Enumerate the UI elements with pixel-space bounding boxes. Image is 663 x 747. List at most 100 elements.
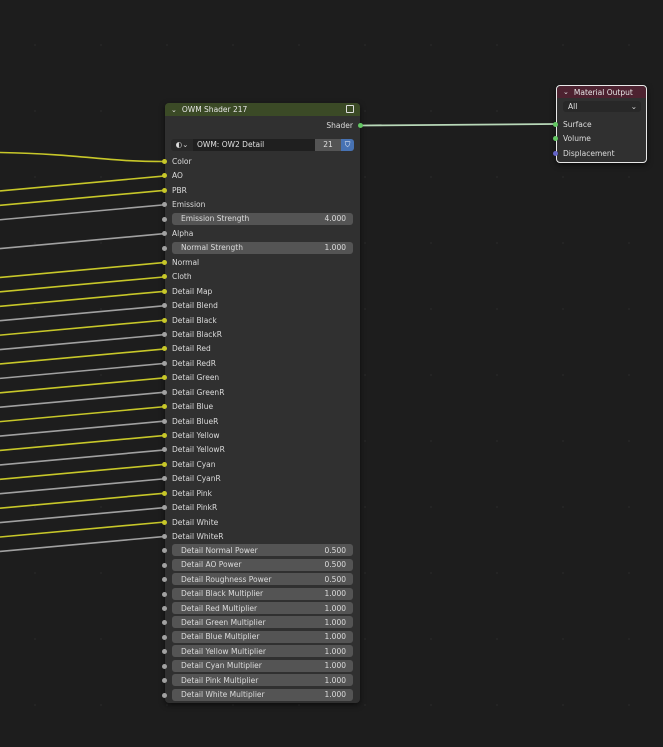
- input-label: Displacement: [563, 148, 615, 158]
- input-socket[interactable]: [162, 562, 167, 568]
- input-socket[interactable]: [162, 649, 167, 655]
- input-socket[interactable]: [162, 216, 167, 222]
- value-slider[interactable]: Detail Pink Multiplier 1.000: [172, 674, 353, 687]
- input-label: Detail CyanR: [172, 474, 221, 484]
- value-slider[interactable]: Detail Cyan Multiplier 1.000: [172, 659, 353, 672]
- target-dropdown[interactable]: All ⌄: [563, 101, 641, 112]
- input-socket[interactable]: [162, 620, 167, 626]
- node-title: OWM Shader 217: [181, 105, 248, 114]
- collapse-chevron-icon[interactable]: ⌄: [563, 88, 569, 96]
- input-row: Detail Yellow: [162, 429, 360, 442]
- input-socket[interactable]: [162, 404, 167, 410]
- field-label: Detail Normal Power: [181, 545, 258, 555]
- node-link: [0, 276, 166, 293]
- input-socket[interactable]: [162, 346, 167, 352]
- input-socket[interactable]: [553, 122, 558, 127]
- value-slider[interactable]: Detail Blue Multiplier 1.000: [172, 630, 353, 643]
- input-socket[interactable]: [162, 663, 167, 669]
- field-value: 1.000: [324, 603, 346, 613]
- field-label: Detail Roughness Power: [181, 574, 272, 584]
- input-socket[interactable]: [162, 187, 167, 193]
- input-row: Detail Roughness Power 0.500: [162, 573, 360, 586]
- value-slider[interactable]: Detail Green Multiplier 1.000: [172, 616, 353, 629]
- input-socket[interactable]: [162, 476, 167, 482]
- input-socket[interactable]: [162, 259, 167, 265]
- field-label: Detail White Multiplier: [181, 690, 265, 700]
- input-socket[interactable]: [162, 577, 167, 583]
- field-value: 1.000: [324, 690, 346, 700]
- value-slider[interactable]: Detail White Multiplier 1.000: [172, 688, 353, 701]
- input-socket[interactable]: [162, 490, 167, 496]
- value-slider[interactable]: Detail Red Multiplier 1.000: [172, 602, 353, 615]
- input-socket[interactable]: [162, 317, 167, 323]
- input-socket[interactable]: [162, 332, 167, 338]
- input-socket[interactable]: [162, 360, 167, 366]
- field-value: 4.000: [324, 214, 346, 224]
- node-group-selector[interactable]: ◐⌄ OWM: OW2 Detail 21 ⛉: [171, 139, 354, 151]
- input-socket[interactable]: [162, 606, 167, 612]
- input-socket[interactable]: [162, 533, 167, 539]
- input-row: Detail Green Multiplier 1.000: [162, 616, 360, 629]
- input-socket[interactable]: [162, 591, 167, 597]
- input-socket[interactable]: [162, 159, 167, 164]
- field-value: 0.500: [324, 574, 346, 584]
- input-socket[interactable]: [162, 389, 167, 395]
- node-tree-browse-icon[interactable]: ◐⌄: [171, 139, 193, 151]
- input-socket[interactable]: [162, 548, 167, 554]
- node-group-icon[interactable]: [346, 105, 354, 113]
- collapse-chevron-icon[interactable]: ⌄: [171, 105, 177, 114]
- input-row: AO: [162, 169, 360, 182]
- node-link: [0, 535, 166, 553]
- material-output-node[interactable]: ⌄ Material Output All ⌄ Surface Volume Dis…: [553, 85, 647, 163]
- shader-output-socket[interactable]: [358, 123, 363, 128]
- input-label: Detail Cyan: [172, 459, 216, 469]
- input-label: PBR: [172, 185, 187, 195]
- input-socket[interactable]: [553, 136, 558, 142]
- input-socket[interactable]: [162, 418, 167, 424]
- input-socket[interactable]: [162, 692, 167, 698]
- value-slider[interactable]: Normal Strength 1.000: [172, 241, 353, 254]
- fake-user-shield-icon[interactable]: ⛉: [341, 139, 354, 151]
- node-link: [0, 362, 166, 380]
- input-row: Detail Red: [162, 342, 360, 355]
- input-socket[interactable]: [162, 274, 167, 280]
- input-socket[interactable]: [162, 202, 167, 208]
- node-link: [0, 151, 166, 163]
- target-value: All: [568, 102, 578, 111]
- input-socket[interactable]: [162, 245, 167, 251]
- input-label: Detail Yellow: [172, 430, 220, 440]
- value-slider[interactable]: Emission Strength 4.000: [172, 212, 353, 225]
- input-row: Detail Green: [162, 371, 360, 384]
- field-value: 1.000: [324, 646, 346, 656]
- node-header[interactable]: ⌄ OWM Shader 217: [165, 103, 360, 116]
- input-label: Alpha: [172, 229, 194, 239]
- input-socket[interactable]: [162, 288, 167, 294]
- value-slider[interactable]: Detail Roughness Power 0.500: [172, 573, 353, 586]
- input-label: Detail Black: [172, 315, 217, 325]
- value-slider[interactable]: Detail AO Power 0.500: [172, 558, 353, 571]
- input-socket[interactable]: [162, 519, 167, 525]
- node-link: [0, 492, 166, 509]
- input-socket[interactable]: [553, 150, 558, 156]
- node-header[interactable]: ⌄ Material Output: [557, 86, 646, 98]
- input-socket[interactable]: [162, 173, 167, 179]
- input-socket[interactable]: [162, 231, 167, 237]
- node-link: [0, 333, 166, 351]
- input-socket[interactable]: [162, 678, 167, 684]
- input-socket[interactable]: [162, 432, 167, 438]
- input-label: Detail Red: [172, 344, 211, 354]
- input-socket[interactable]: [162, 447, 167, 453]
- input-socket[interactable]: [162, 461, 167, 467]
- input-socket[interactable]: [162, 505, 167, 511]
- owm-shader-node[interactable]: ⌄ OWM Shader 217 Shader ◐⌄ OWM: OW2 Deta…: [162, 103, 363, 703]
- input-label: Detail Blend: [172, 301, 218, 311]
- group-name-field[interactable]: OWM: OW2 Detail: [193, 139, 315, 151]
- value-slider[interactable]: Detail Yellow Multiplier 1.000: [172, 645, 353, 658]
- input-socket[interactable]: [162, 634, 167, 640]
- input-row: Detail BlueR: [162, 415, 360, 428]
- input-socket[interactable]: [162, 375, 167, 381]
- value-slider[interactable]: Detail Normal Power 0.500: [172, 544, 353, 557]
- user-count[interactable]: 21: [315, 139, 341, 151]
- input-socket[interactable]: [162, 303, 167, 309]
- value-slider[interactable]: Detail Black Multiplier 1.000: [172, 587, 353, 600]
